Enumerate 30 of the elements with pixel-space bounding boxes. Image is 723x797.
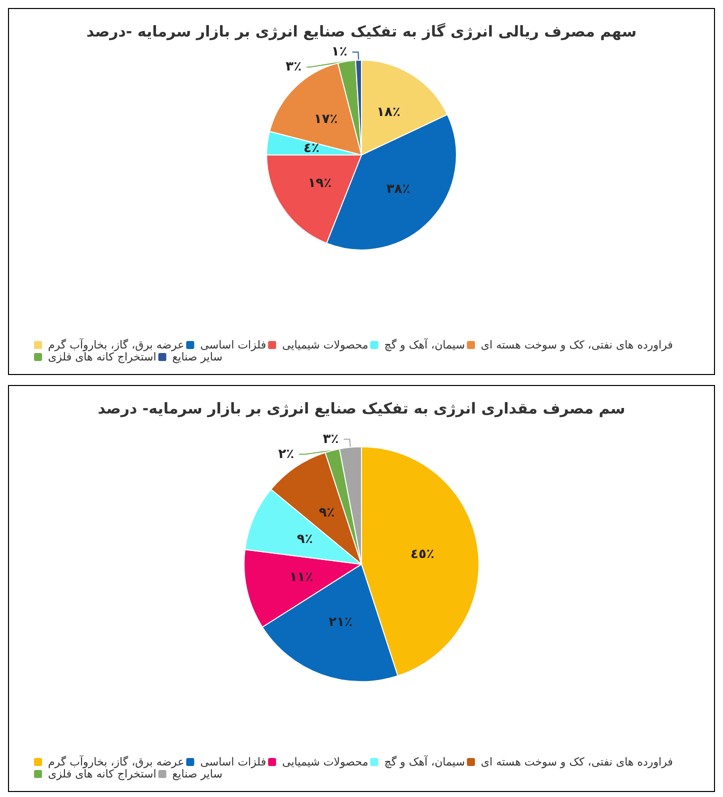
legend-label: سایر صنایع bbox=[172, 350, 222, 364]
data-label: ٢٪ bbox=[278, 446, 294, 462]
legend-label: سیمان، آهک و گچ bbox=[384, 754, 465, 768]
data-label: ١٩٪ bbox=[308, 176, 332, 191]
data-label: ١٨٪ bbox=[376, 104, 400, 120]
legend-label: استخراج کانه های فلزی bbox=[48, 768, 156, 780]
data-label: ١٧٪ bbox=[314, 112, 338, 127]
legend-label: فلزات اساسی bbox=[200, 756, 266, 768]
legend-label: استخراج کانه های فلزی bbox=[48, 350, 156, 364]
data-label: ٢١٪ bbox=[328, 614, 353, 630]
legend-label: محصولات شیمیایی bbox=[282, 756, 368, 768]
legend-label: سایر صنایع bbox=[172, 768, 222, 780]
legend-label: فراورده های نفتی، کک و سوخت هسته ای bbox=[480, 756, 673, 768]
data-label: ٩٪ bbox=[296, 532, 313, 548]
data-label: ٤٪ bbox=[304, 141, 320, 156]
data-label: ٩٪ bbox=[318, 506, 335, 521]
legend-label: سیمان، آهک و گچ bbox=[384, 338, 465, 352]
data-label: ٣٪ bbox=[322, 432, 339, 447]
legend-label: فراورده های نفتی، کک و سوخت هسته ای bbox=[480, 338, 673, 352]
legend-label: عرضه برق، گاز، بخاروآب گرم bbox=[48, 338, 184, 352]
data-label: ١١٪ bbox=[289, 570, 314, 586]
data-label: ٣٪ bbox=[286, 60, 302, 75]
data-label: ٣٨٪ bbox=[386, 182, 410, 198]
legend-label: فلزات اساسی bbox=[200, 338, 266, 352]
legend-label: محصولات شیمیایی bbox=[282, 338, 368, 352]
chart-title: سم مصرف مقداری انرژی به تفکیک صنایع انرژی بر بازار سرمایه- درصد bbox=[98, 400, 626, 418]
chart-title: سهم مصرف ریالی انرژی گاز به تفکیک صنایع انرژی بر بازار سرمایه -درصد bbox=[86, 22, 637, 40]
data-label: ٤٥٪ bbox=[410, 547, 434, 562]
data-label: ١٪ bbox=[331, 44, 348, 60]
legend-label: عرضه برق، گاز، بخاروآب گرم bbox=[48, 754, 184, 768]
